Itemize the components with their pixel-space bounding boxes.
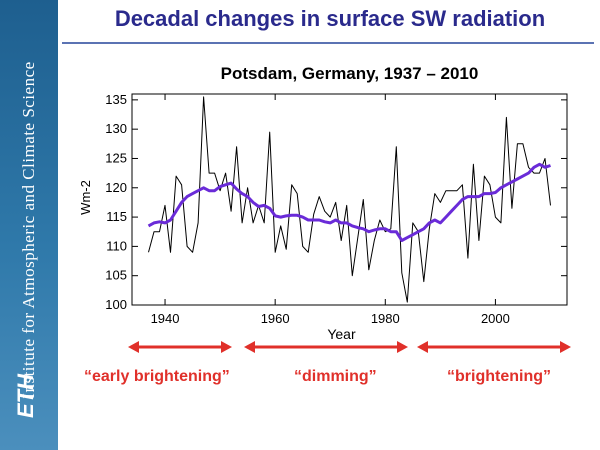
y-tick-label-105: 105 <box>105 268 127 283</box>
series-line-smoothed <box>147 162 551 242</box>
institute-sidebar: Institute for Atmospheric and Climate Sc… <box>0 0 58 450</box>
y-tick-label-115: 115 <box>106 209 127 224</box>
y-axis-label: Wm-2 <box>78 180 93 215</box>
y-tick-label-100: 100 <box>105 297 127 312</box>
x-tick-label-2000: 2000 <box>481 311 510 326</box>
era-arrowhead-right-dimming <box>397 341 408 353</box>
radiation-chart: Potsdam, Germany, 1937 – 2010 100 105 110 11… <box>78 64 571 353</box>
era-arrowhead-right-early-brightening <box>221 341 232 353</box>
eth-logo: ETH <box>13 374 38 418</box>
y-tick-label-125: 125 <box>105 150 127 165</box>
era-arrowhead-left-early-brightening <box>128 341 139 353</box>
x-tick-label-1960: 1960 <box>261 311 290 326</box>
era-arrowhead-left-dimming <box>244 341 255 353</box>
era-label-brightening: “brightening” <box>447 368 551 385</box>
title-divider <box>62 42 594 44</box>
series-line-annual-mean <box>148 96 551 303</box>
x-axis-label: Year <box>327 326 356 342</box>
y-tick-label-135: 135 <box>105 92 127 107</box>
era-arrowhead-right-brightening <box>560 341 571 353</box>
y-tick-label-130: 130 <box>105 121 127 136</box>
x-tick-label-1980: 1980 <box>371 311 400 326</box>
y-tick-label-110: 110 <box>106 238 127 253</box>
era-arrowhead-left-brightening <box>417 341 428 353</box>
era-label-early-brightening: “early brightening” <box>84 368 230 385</box>
plot-frame <box>131 93 568 306</box>
y-tick-label-120: 120 <box>105 180 127 195</box>
institute-name: Institute for Atmospheric and Climate Sc… <box>19 61 38 399</box>
chart-title: Potsdam, Germany, 1937 – 2010 <box>221 64 479 83</box>
slide-title: Decadal changes in surface SW radiation <box>114 6 546 31</box>
x-tick-label-1940: 1940 <box>151 311 180 326</box>
era-label-dimming: “dimming” <box>294 368 377 385</box>
